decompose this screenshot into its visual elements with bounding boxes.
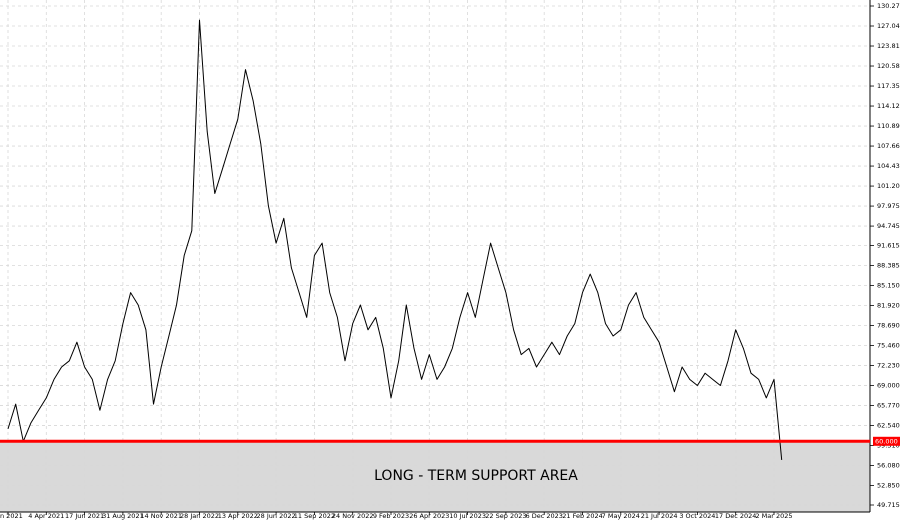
x-tick-label: 10 Jul 2023 xyxy=(449,512,486,520)
y-tick-label: 120.585 xyxy=(877,62,900,70)
x-tick-label: 17 Jun 2021 xyxy=(65,512,104,520)
y-tick-label: 123.815 xyxy=(877,42,900,50)
y-tick-label: 94.745 xyxy=(877,222,900,230)
x-tick-label: 7 May 2024 xyxy=(602,512,640,520)
x-tick-label: 9 Feb 2023 xyxy=(373,512,409,520)
x-tick-label: 3 Oct 2024 xyxy=(679,512,715,520)
support-label: 60.000 xyxy=(875,437,898,445)
y-tick-label: 107.665 xyxy=(877,142,900,150)
x-tick-label: 21 Jul 2024 xyxy=(641,512,678,520)
y-tick-label: 110.895 xyxy=(877,122,900,130)
y-tick-label: 75.460 xyxy=(877,342,900,350)
support-label-box xyxy=(873,436,900,446)
y-tick-label: 69.000 xyxy=(877,382,900,390)
x-tick-label: 4 Apr 2021 xyxy=(28,512,64,520)
y-tick-label: 130.275 xyxy=(877,2,900,10)
y-tick-label: 85.150 xyxy=(877,282,900,290)
x-tick-label: 13 Apr 2022 xyxy=(218,512,258,520)
x-tick-label: 28 Jun 2022 xyxy=(257,512,296,520)
y-tick-label: 81.920 xyxy=(877,302,900,310)
x-tick-label: 24 Nov 2022 xyxy=(332,512,374,520)
x-tick-label: 21 Feb 2024 xyxy=(562,512,602,520)
x-tick-label: 31 Aug 2021 xyxy=(102,512,144,520)
x-tick-label: n 2021 xyxy=(0,512,23,520)
x-tick-label: 17 Dec 2024 xyxy=(715,512,757,520)
y-tick-label: 97.975 xyxy=(877,202,900,210)
y-tick-label: 91.615 xyxy=(877,241,900,249)
y-tick-label: 88.385 xyxy=(877,261,900,269)
annotation: LONG - TERM SUPPORT AREA xyxy=(374,468,578,484)
y-tick-label: 78.690 xyxy=(877,322,900,330)
x-tick-label: 22 Sep 2023 xyxy=(485,512,526,520)
y-tick-label: 127.045 xyxy=(877,22,900,30)
y-tick-label: 117.355 xyxy=(877,82,900,90)
x-tick-label: 14 Nov 2021 xyxy=(140,512,182,520)
y-tick-label: 72.230 xyxy=(877,362,900,370)
y-tick-label: 49.715 xyxy=(877,501,900,509)
x-tick-label: 6 Dec 2023 xyxy=(526,512,563,520)
y-tick-label: 62.540 xyxy=(877,422,900,430)
x-tick-label: 26 Apr 2023 xyxy=(409,512,449,520)
y-tick-label: 114.125 xyxy=(877,102,900,110)
price-line xyxy=(7,19,783,460)
y-tick-label: 52.850 xyxy=(877,482,900,490)
y-tick-label: 104.435 xyxy=(877,162,900,170)
x-tick-label: 28 Jan 2022 xyxy=(180,512,219,520)
x-tick-label: 2 Mar 2025 xyxy=(755,512,792,520)
x-tick-label: 11 Sep 2022 xyxy=(294,512,335,520)
y-tick-label: 65.770 xyxy=(877,402,900,410)
y-tick-label: 101.205 xyxy=(877,182,900,190)
support-area xyxy=(0,441,870,512)
y-tick-label: 56.080 xyxy=(877,462,900,470)
